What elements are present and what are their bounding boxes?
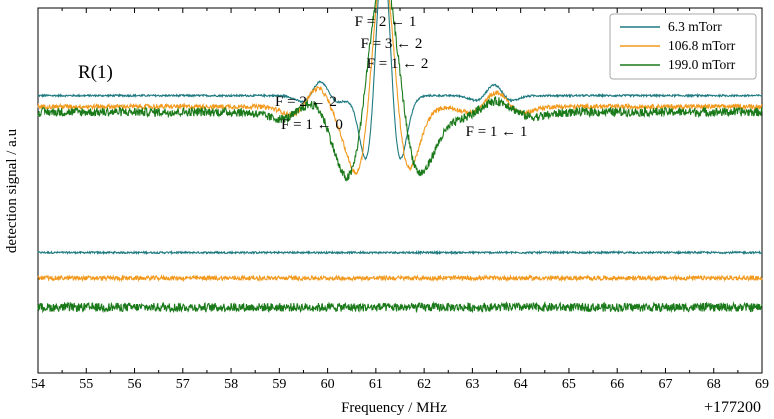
x-tick-label: 66 xyxy=(610,377,624,392)
transition-annotation: F = 3 ← 2 xyxy=(361,36,423,52)
series-layer xyxy=(37,0,763,314)
x-tick-label: 58 xyxy=(224,377,238,392)
transition-annotation: F = 1 ← 1 xyxy=(466,124,528,140)
series-line-2 xyxy=(37,0,763,182)
series-line-0 xyxy=(37,0,763,161)
x-tick-label: 62 xyxy=(417,377,431,392)
residual-line-1 xyxy=(37,273,763,283)
transition-annotation: F = 2 ← 2 xyxy=(275,94,337,110)
x-tick-label: 63 xyxy=(465,377,479,392)
series-line-1 xyxy=(37,0,763,176)
x-tick-label: 65 xyxy=(562,377,576,392)
x-axis-label: Frequency / MHz xyxy=(341,400,447,416)
legend-label: 199.0 mTorr xyxy=(668,57,736,72)
x-axis: 54 55 56 57 58 59 60 61 62 63 64 65 66 67 68 69 xyxy=(31,8,769,392)
legend-label: 106.8 mTorr xyxy=(668,38,736,53)
x-tick-label: 68 xyxy=(707,377,721,392)
legend-box xyxy=(609,13,757,80)
x-tick-label: 60 xyxy=(321,377,335,392)
x-tick-label: 55 xyxy=(79,377,93,392)
x-offset-label: +177200 xyxy=(704,399,761,416)
x-tick-label: 64 xyxy=(514,377,528,392)
x-tick-label: 56 xyxy=(128,377,142,392)
x-tick-label: 59 xyxy=(272,377,286,392)
transition-annotation: F = 2 ← 1 xyxy=(355,14,417,30)
x-tick-label: 54 xyxy=(31,377,45,392)
legend-label: 6.3 mTorr xyxy=(668,19,722,34)
legend: 6.3 mTorr 106.8 mTorr 199.0 mTorr xyxy=(609,13,757,80)
y-axis-label: detection signal / a.u xyxy=(4,128,20,253)
x-tick-label: 57 xyxy=(176,377,190,392)
x-tick-label: 67 xyxy=(658,377,672,392)
annotations: F = 2 ← 2 F = 1 ← 0 F = 2 ← 1 F = 3 ← 2 F = … xyxy=(275,14,527,140)
residual-line-2 xyxy=(37,300,763,314)
transition-annotation: F = 1 ← 0 xyxy=(281,117,343,133)
transition-annotation: F = 1 ← 2 xyxy=(367,56,429,72)
residual-line-0 xyxy=(37,249,763,256)
x-tick-label: 61 xyxy=(369,377,383,392)
x-tick-label: 69 xyxy=(755,377,769,392)
panel-label: R(1) xyxy=(78,62,113,83)
